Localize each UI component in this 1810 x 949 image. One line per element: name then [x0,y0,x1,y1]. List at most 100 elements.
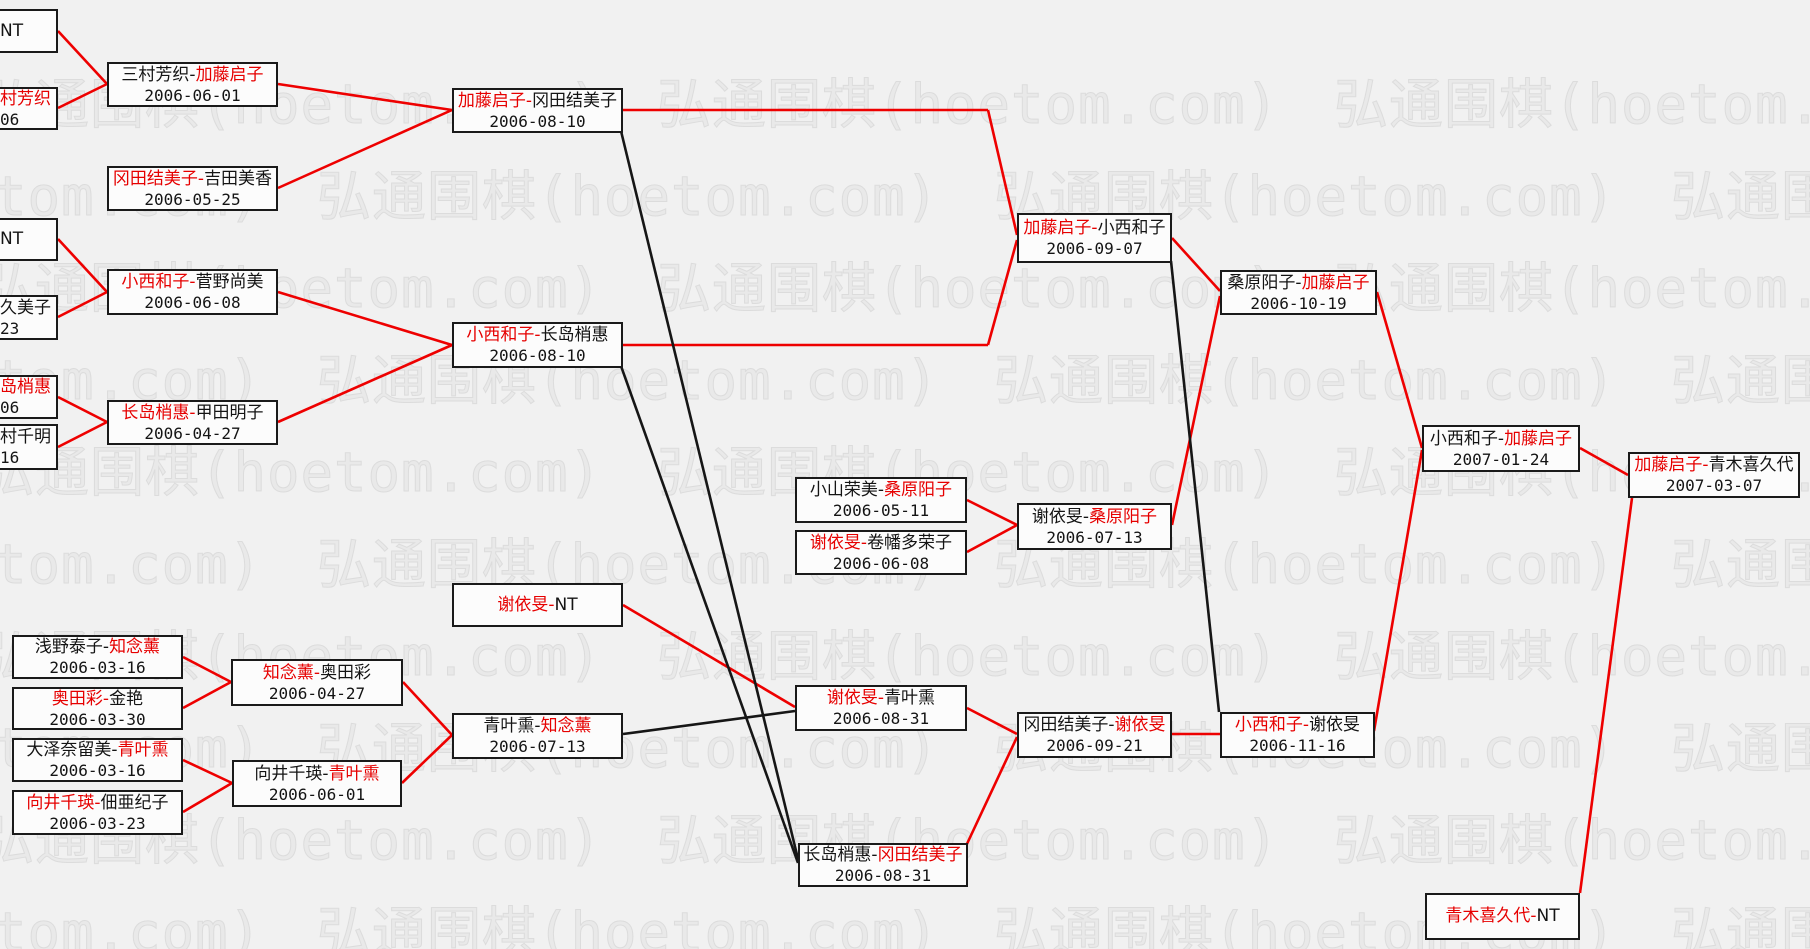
watermark-text: 弘通围棋(hoetom.com) [316,901,940,949]
match-players: 小西和子-谢依旻 [1222,715,1373,736]
watermark-text: 弘通围棋(hoetom.com) [1333,625,1810,689]
match-box-kato-aoki: 加藤启子-青木喜久代 2007-03-07 [1628,452,1800,498]
winner-name: 小西和子- [121,272,196,292]
player-name: 大泽奈留美- [26,740,118,760]
match-date: 2006-06-08 [832,553,930,573]
watermark-text: 弘通围棋(hoetom.com) [656,73,1280,137]
match-players: 谢依旻-青叶熏 [797,688,965,709]
watermark-text: 弘通围棋(hoetom.com) [0,901,263,949]
winner-name: 加藤启子 [195,64,264,85]
winner-name: 小西和子- [466,325,541,345]
match-box-koyama-kuwabara: 小山荣美-桑原阳子 2006-05-11 [795,477,967,523]
match-box-mukai-tsukuda: 向井千瑛-佃亜纪子 2006-03-23 [12,790,183,835]
winner-name: 加藤启子- [457,90,533,111]
match-players: NT [0,229,56,250]
match-box-kato-okada: 加藤启子-冈田结美子 2006-08-10 [452,88,623,133]
match-box-xie-nt: 谢依旻-NT [452,583,623,627]
match-date: 06 [0,109,20,129]
winner-path-line [966,706,1018,736]
winner-path-line [277,343,453,424]
player-name: NT [0,20,24,41]
match-date: 2006-04-27 [268,683,366,703]
match-box-edge-cut-5: 岛梢惠 06 [0,375,58,419]
match-box-aoki-nt: 青木喜久代-NT [1425,893,1580,940]
match-players: 加藤启子-冈田结美子 [454,91,621,112]
match-players: 冈田结美子-谢依旻 [1019,715,1170,736]
player-name: 小西和子 [1097,218,1166,238]
match-players: 长岛梢惠-冈田结美子 [800,845,966,866]
match-players: 小西和子-加藤启子 [1424,429,1578,450]
winner-name: 谢依旻- [809,532,868,553]
player-name: 桑原阳子- [1227,272,1302,293]
winner-name: 小西和子- [1234,715,1310,735]
match-box-osawa-aoba: 大泽奈留美-青叶熏 2006-03-16 [12,738,183,782]
player-name: 小西和子- [1429,428,1505,449]
winner-path-line [966,523,1018,554]
winner-name: 冈田结美子- [112,168,205,189]
match-box-asano-chinen: 浅野泰子-知念薰 2006-03-16 [12,635,183,679]
player-name: NT [1536,906,1560,926]
winner-name: 加藤启子- [1634,455,1709,475]
winner-path-line [57,238,108,293]
watermark-text: 弘通围棋(hoetom.com) [1333,257,1810,321]
winner-path-line [402,681,453,736]
match-box-mimura-kato: 三村芳织-加藤启子 2006-06-01 [107,62,278,107]
winner-name: 谢依旻 [1114,715,1166,735]
match-players: 村千明 [0,427,56,448]
match-date: 2006-05-25 [144,189,241,209]
loser-path-line [1169,260,1221,713]
loser-path-line [619,130,800,860]
player-name: 冈田结美子- [1023,715,1115,735]
winner-path-line [1171,237,1221,292]
match-players: 向井千瑛-佃亜纪子 [14,793,181,814]
player-name: 金艳 [109,688,144,709]
match-players: 加藤启子-小西和子 [1019,218,1170,239]
winner-name: 桑原阳子 [1089,506,1158,527]
winner-name: 青叶熏 [328,763,380,784]
match-players: 加藤启子-青木喜久代 [1630,455,1798,476]
match-date: 2006-03-23 [49,813,146,833]
watermark-text: 弘通围棋(hoetom.com) [1670,349,1810,413]
watermark-text: 弘通围棋(hoetom.com) [656,441,1280,505]
winner-path-line [182,781,233,814]
watermark-text: 弘通围棋(hoetom.com) [0,257,603,321]
player-name: 小山荣美- [809,480,885,500]
player-name: 长岛梢惠 [540,325,609,345]
watermark-text: 弘通围棋(hoetom.com) [0,533,263,597]
match-date: 2006-09-07 [1046,239,1143,258]
winner-path-line [277,108,453,190]
watermark-text: 弘通围棋(hoetom.com) [656,625,1280,689]
match-players: 谢依旻-NT [454,595,621,616]
match-date: 2006-08-31 [832,709,930,728]
match-players: 谢依旻-卷幡多荣子 [797,533,965,554]
match-box-xie-makihata: 谢依旻-卷幡多荣子 2006-06-08 [795,530,967,575]
match-date: 2007-01-24 [1452,449,1550,469]
match-box-nagashima-okada: 长岛梢惠-冈田结美子 2006-08-31 [798,843,968,887]
player-name: 青叶熏 [884,688,936,708]
match-date: 2006-08-31 [834,866,932,885]
match-box-aoba-chinen: 青叶熏-知念薰 2006-07-13 [452,713,623,759]
match-box-edge-cut-4: 久美子 23 [0,295,58,340]
match-date: 2006-03-16 [49,761,146,780]
winner-name: 加藤启子- [1023,218,1098,238]
winner-name: 长岛梢惠- [121,402,196,423]
player-name: 谢依旻 [1309,715,1361,735]
winner-name: 知念薰 [109,637,161,657]
watermark-text: 弘通围棋(hoetom.com) [1333,73,1810,137]
loser-path-line [619,365,800,864]
winner-name: 冈田结美子 [877,845,963,865]
winner-path-line [182,655,232,684]
match-box-xie-kuwabara: 谢依旻-桑原阳子 2006-07-13 [1017,503,1172,550]
match-box-mukai-aoba: 向井千瑛-青叶熏 2006-06-01 [232,760,402,807]
match-date: 2006-10-19 [1250,293,1347,313]
match-box-konishi-nagashima: 小西和子-长岛梢惠 2006-08-10 [452,322,623,368]
winner-name: 知念薰 [540,716,592,736]
player-name: 菅野尚美 [195,272,264,292]
winner-path-line [986,109,1019,236]
watermark-text: 弘通围棋(hoetom.com) [1670,717,1810,781]
winner-name: 向井千瑛- [26,792,101,813]
match-date: 2007-03-07 [1665,476,1763,495]
